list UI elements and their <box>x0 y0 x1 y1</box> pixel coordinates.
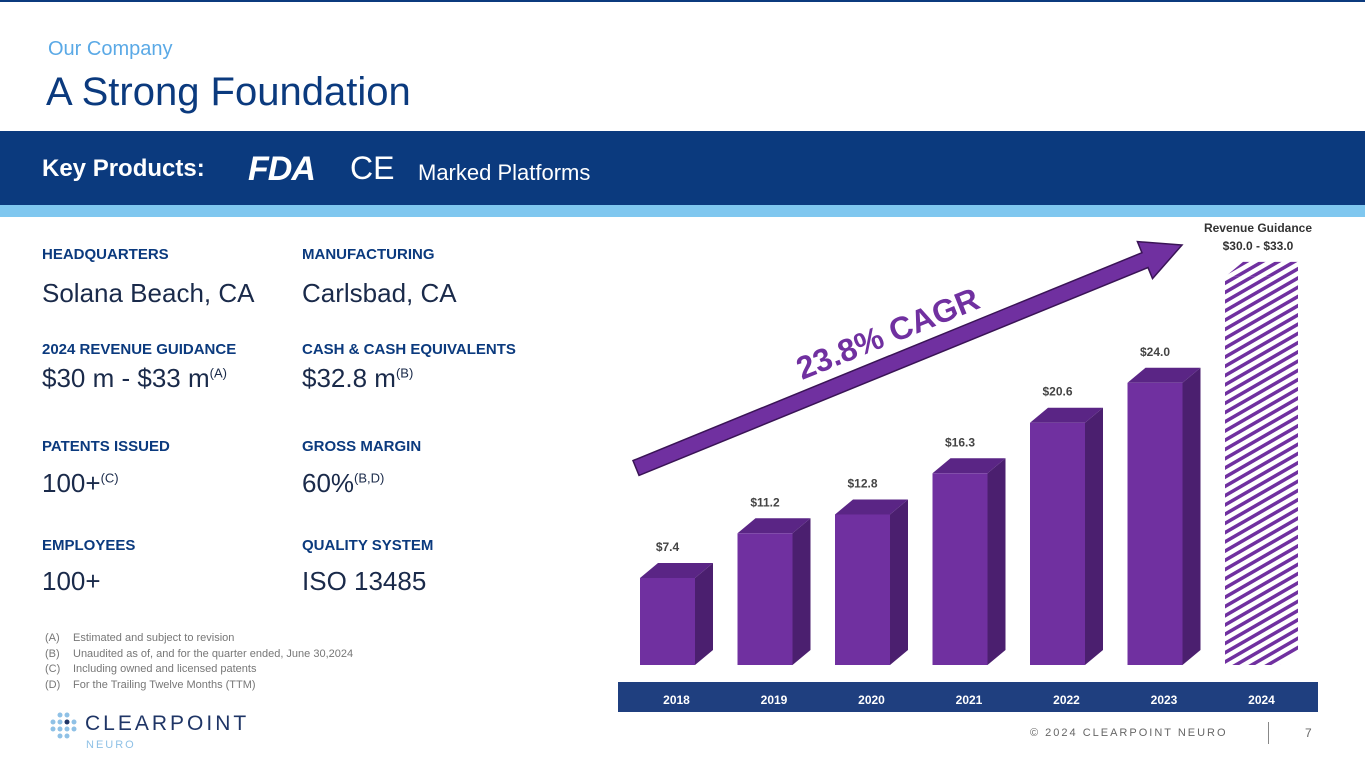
data-label: $20.6 <box>1042 385 1072 399</box>
fact-value: 100+(C) <box>42 468 119 499</box>
fact-value: 60%(B,D) <box>302 468 384 499</box>
data-label: $16.3 <box>945 435 975 449</box>
key-products-band <box>0 131 1365 205</box>
bar <box>835 514 890 665</box>
x-tick-label: 2021 <box>956 693 983 707</box>
data-label: $12.8 <box>847 476 877 490</box>
bar-top <box>640 562 713 578</box>
cagr-arrow <box>631 240 1184 477</box>
fact-value: Solana Beach, CA <box>42 278 254 309</box>
fact-label: PATENTS ISSUED <box>42 438 170 455</box>
logo-wordmark: CLEARPOINT <box>85 712 250 735</box>
copyright: © 2024 CLEARPOINT NEURO <box>1030 727 1228 739</box>
fact-value: ISO 13485 <box>302 566 426 597</box>
page-title: A Strong Foundation <box>46 70 411 114</box>
bar-side <box>1182 367 1201 665</box>
bar <box>737 533 793 665</box>
fact-label: 2024 REVENUE GUIDANCE <box>42 341 237 358</box>
fact-value: $32.8 m(B) <box>302 363 413 394</box>
guidance-label: Revenue Guidance <box>1204 221 1312 235</box>
fact-value-text: ISO 13485 <box>302 566 427 596</box>
footer-divider <box>1268 722 1269 744</box>
fact-label: HEADQUARTERS <box>42 246 169 263</box>
bar <box>1030 422 1085 665</box>
fact-label: GROSS MARGIN <box>302 438 422 455</box>
bar-top <box>835 499 908 515</box>
bar-top <box>932 458 1006 474</box>
fact-value: 100+ <box>42 566 101 597</box>
page-number: 7 <box>1305 726 1312 740</box>
data-label: $7.4 <box>656 540 680 554</box>
fact-value-text: Carlsbad, CA <box>302 278 457 308</box>
x-axis-band <box>618 682 1318 712</box>
x-tick-label: 2022 <box>1053 693 1080 707</box>
logo-subtext: NEURO <box>86 739 136 751</box>
bar-side <box>987 458 1006 665</box>
x-tick-label: 2019 <box>761 693 788 707</box>
fact-value-text: $32.8 m <box>302 363 396 393</box>
bar-top <box>1225 261 1298 277</box>
bar-top <box>737 518 811 534</box>
fact-label: CASH & CASH EQUIVALENTS <box>302 341 516 358</box>
logo-dots-icon <box>50 712 77 739</box>
bar <box>1127 382 1183 665</box>
footnote: (A) Estimated and subject to revision <box>45 632 235 644</box>
section-kicker: Our Company <box>48 38 173 60</box>
footnotes: (A) Estimated and subject to revision (B)… <box>45 631 353 693</box>
bar <box>1225 276 1280 665</box>
fact-value-text: 100+ <box>42 566 101 596</box>
fact-footnote-ref: (A) <box>209 365 227 381</box>
footnote: (C) Including owned and licensed patents <box>45 663 257 675</box>
fact-label: EMPLOYEES <box>42 537 136 554</box>
fda-logo: FDA <box>248 150 316 188</box>
bar <box>640 577 695 665</box>
top-rule <box>0 0 1365 2</box>
bar-top <box>1127 367 1201 383</box>
clearpoint-logo: CLEARPOINT NEURO <box>50 712 246 751</box>
marked-platforms-text: Marked Platforms <box>418 160 591 185</box>
data-label: $11.2 <box>750 495 780 509</box>
data-label: $24.0 <box>1140 345 1170 359</box>
bar-side <box>1085 407 1103 665</box>
fact-footnote-ref: (B,D) <box>354 470 385 486</box>
fact-footnote-ref: (C) <box>100 470 119 486</box>
fact-value-text: 100+ <box>42 468 101 498</box>
ce-mark: CE <box>350 150 395 186</box>
bar-side <box>695 562 713 665</box>
fact-label: MANUFACTURING <box>302 246 435 263</box>
bar-side <box>890 499 908 665</box>
guidance-range: $30.0 - $33.0 <box>1223 239 1294 253</box>
fact-label: QUALITY SYSTEM <box>302 537 434 554</box>
fact-footnote-ref: (B) <box>395 365 414 381</box>
fact-value: $30 m - $33 m(A) <box>42 363 227 394</box>
x-tick-label: 2024 <box>1248 693 1275 707</box>
bar-side <box>792 518 811 665</box>
footnote: (D) For the Trailing Twelve Months (TTM) <box>45 678 256 691</box>
key-products-label: Key Products: <box>42 155 205 182</box>
fact-value-text: 60% <box>302 468 355 498</box>
fact-value-text: $30 m - $33 m <box>42 363 210 393</box>
fact-value: Carlsbad, CA <box>302 278 457 309</box>
bar <box>932 473 988 665</box>
accent-stripe <box>0 205 1365 217</box>
x-tick-label: 2023 <box>1151 693 1178 707</box>
footnote: (B) Unaudited as of, and for the quarter … <box>45 647 354 660</box>
x-tick-label: 2020 <box>858 693 885 707</box>
bar-top <box>1030 407 1103 423</box>
bar-side <box>1280 261 1298 665</box>
x-tick-label: 2018 <box>663 693 690 707</box>
arrow-icon <box>631 240 1184 477</box>
fact-value-text: Solana Beach, CA <box>42 278 255 308</box>
